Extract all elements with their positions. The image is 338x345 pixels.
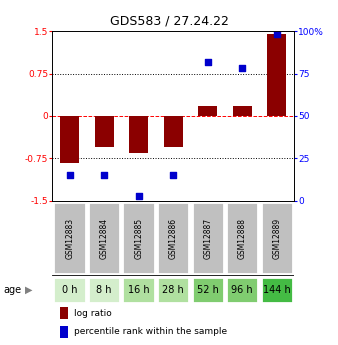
FancyBboxPatch shape xyxy=(192,203,224,274)
Point xyxy=(240,66,245,71)
Text: log ratio: log ratio xyxy=(74,309,112,318)
Point xyxy=(171,172,176,178)
Text: GSM12886: GSM12886 xyxy=(169,217,178,259)
Text: GSM12883: GSM12883 xyxy=(65,217,74,259)
Bar xyxy=(60,116,79,163)
Text: 144 h: 144 h xyxy=(263,285,291,295)
Point xyxy=(136,193,141,199)
Text: 16 h: 16 h xyxy=(128,285,149,295)
Text: GSM12888: GSM12888 xyxy=(238,218,247,258)
Bar xyxy=(267,34,286,116)
Text: 8 h: 8 h xyxy=(96,285,112,295)
Point xyxy=(101,172,107,178)
Text: GSM12887: GSM12887 xyxy=(203,217,212,259)
Text: age: age xyxy=(3,285,22,295)
Bar xyxy=(233,106,252,116)
Bar xyxy=(59,326,68,338)
Text: 96 h: 96 h xyxy=(232,285,253,295)
Bar xyxy=(198,106,217,116)
FancyBboxPatch shape xyxy=(261,203,293,274)
Bar xyxy=(59,307,68,319)
Point xyxy=(274,32,280,37)
Text: GSM12885: GSM12885 xyxy=(134,217,143,259)
Point xyxy=(67,172,72,178)
FancyBboxPatch shape xyxy=(88,203,120,274)
Point xyxy=(205,59,211,65)
Text: GSM12884: GSM12884 xyxy=(100,217,109,259)
FancyBboxPatch shape xyxy=(261,277,293,303)
Text: ▶: ▶ xyxy=(25,285,32,295)
FancyBboxPatch shape xyxy=(122,203,155,274)
FancyBboxPatch shape xyxy=(122,277,155,303)
FancyBboxPatch shape xyxy=(192,277,224,303)
FancyBboxPatch shape xyxy=(226,277,259,303)
Text: percentile rank within the sample: percentile rank within the sample xyxy=(74,327,227,336)
Text: 52 h: 52 h xyxy=(197,285,219,295)
Text: GDS583 / 27.24.22: GDS583 / 27.24.22 xyxy=(110,14,228,28)
FancyBboxPatch shape xyxy=(157,203,190,274)
Bar xyxy=(95,116,114,147)
Text: 0 h: 0 h xyxy=(62,285,77,295)
FancyBboxPatch shape xyxy=(157,277,190,303)
FancyBboxPatch shape xyxy=(53,277,86,303)
Text: GSM12889: GSM12889 xyxy=(272,217,281,259)
Text: 28 h: 28 h xyxy=(162,285,184,295)
FancyBboxPatch shape xyxy=(226,203,259,274)
FancyBboxPatch shape xyxy=(88,277,120,303)
Bar xyxy=(129,116,148,153)
FancyBboxPatch shape xyxy=(53,203,86,274)
Bar xyxy=(164,116,183,147)
